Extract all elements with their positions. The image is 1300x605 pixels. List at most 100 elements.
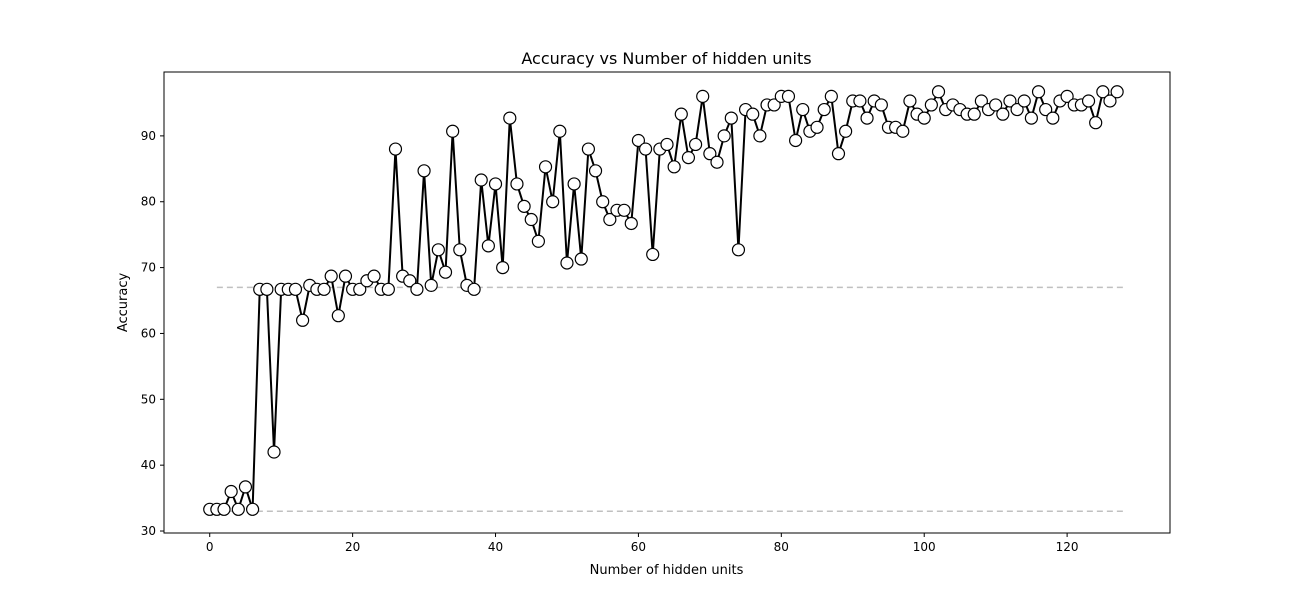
y-tick-label: 50 (141, 392, 156, 406)
data-point (503, 111, 517, 125)
data-point (974, 94, 988, 108)
data-point (353, 282, 367, 296)
data-point (860, 111, 874, 125)
data-point (681, 151, 696, 165)
y-tick-label: 60 (141, 326, 156, 340)
data-point (617, 203, 631, 217)
data-point (1110, 85, 1124, 99)
data-point (1024, 111, 1038, 125)
data-point (231, 502, 245, 516)
data-point (724, 111, 738, 125)
data-point (596, 195, 610, 209)
y-axis-label: Accuracy (116, 273, 131, 333)
y-axis-ticks: 30 40 50 60 70 80 90 (141, 129, 164, 538)
data-point (1096, 85, 1110, 99)
data-point (403, 274, 417, 288)
data-point (238, 480, 253, 494)
reference-lines (216, 286, 1125, 513)
data-point (1081, 94, 1096, 108)
data-point (767, 98, 781, 112)
data-point (367, 269, 381, 283)
data-point (267, 445, 281, 459)
data-point (710, 155, 724, 169)
data-point (488, 177, 503, 191)
data-point (438, 265, 453, 279)
data-point (967, 107, 981, 121)
data-point (824, 89, 838, 103)
y-tick-label: 90 (141, 129, 156, 143)
x-tick-label: 20 (345, 540, 360, 554)
data-point (524, 212, 538, 227)
data-point (638, 142, 653, 156)
x-tick-label: 120 (1056, 540, 1079, 554)
data-point (753, 129, 767, 143)
y-tick-label: 30 (141, 524, 156, 538)
data-point (517, 199, 531, 213)
data-point (817, 102, 831, 117)
data-point (839, 124, 853, 138)
data-point (717, 129, 731, 143)
data-point (781, 89, 796, 103)
data-point (431, 243, 445, 257)
data-point (553, 124, 567, 138)
data-point (260, 282, 274, 296)
data-point (931, 85, 946, 99)
plot-frame (163, 71, 1171, 534)
data-point (224, 484, 238, 499)
data-point (688, 137, 703, 152)
y-tick-label: 80 (141, 195, 156, 209)
data-point (510, 177, 524, 191)
data-point (538, 160, 553, 174)
data-point (853, 94, 867, 108)
data-point (317, 282, 331, 296)
data-point (381, 282, 395, 296)
data-point (789, 133, 803, 148)
data-point (331, 309, 345, 323)
data-point (1003, 94, 1017, 108)
data-point (874, 98, 888, 112)
data-point (567, 177, 581, 191)
data-point (338, 269, 353, 283)
data-point (796, 102, 810, 117)
data-point (424, 278, 438, 292)
data-point (446, 124, 460, 138)
x-tick-label: 100 (913, 540, 936, 554)
data-point (1046, 111, 1060, 125)
data-point (1031, 85, 1046, 99)
data-point (467, 282, 481, 296)
x-axis-ticks: 0 20 40 60 80 100 120 (206, 533, 1079, 554)
data-point (296, 313, 310, 327)
data-point (996, 107, 1010, 121)
data-point (703, 147, 717, 161)
y-tick-label: 40 (141, 458, 156, 472)
data-point (1010, 102, 1024, 117)
x-tick-label: 0 (206, 540, 214, 554)
y-tick-label: 70 (141, 261, 156, 275)
data-point (603, 212, 617, 227)
data-point (388, 142, 403, 156)
data-point (574, 252, 588, 266)
data-point (667, 160, 681, 174)
data-point (453, 243, 467, 257)
x-tick-label: 40 (488, 540, 503, 554)
data-point (1089, 116, 1103, 130)
data-point (1039, 102, 1053, 117)
data-point (1017, 94, 1031, 108)
data-point (831, 147, 846, 161)
data-point (746, 107, 760, 121)
data-point (810, 120, 824, 134)
data-point (903, 94, 917, 108)
x-tick-label: 60 (631, 540, 646, 554)
data-point (588, 164, 603, 178)
data-point (1103, 94, 1117, 108)
data-point (217, 502, 231, 516)
data-point (731, 243, 746, 257)
series-markers (203, 85, 1124, 516)
data-point (531, 234, 545, 248)
data-point (288, 282, 303, 296)
data-point (546, 195, 560, 209)
data-point (917, 111, 931, 125)
chart-title: Accuracy vs Number of hidden units (521, 49, 811, 68)
